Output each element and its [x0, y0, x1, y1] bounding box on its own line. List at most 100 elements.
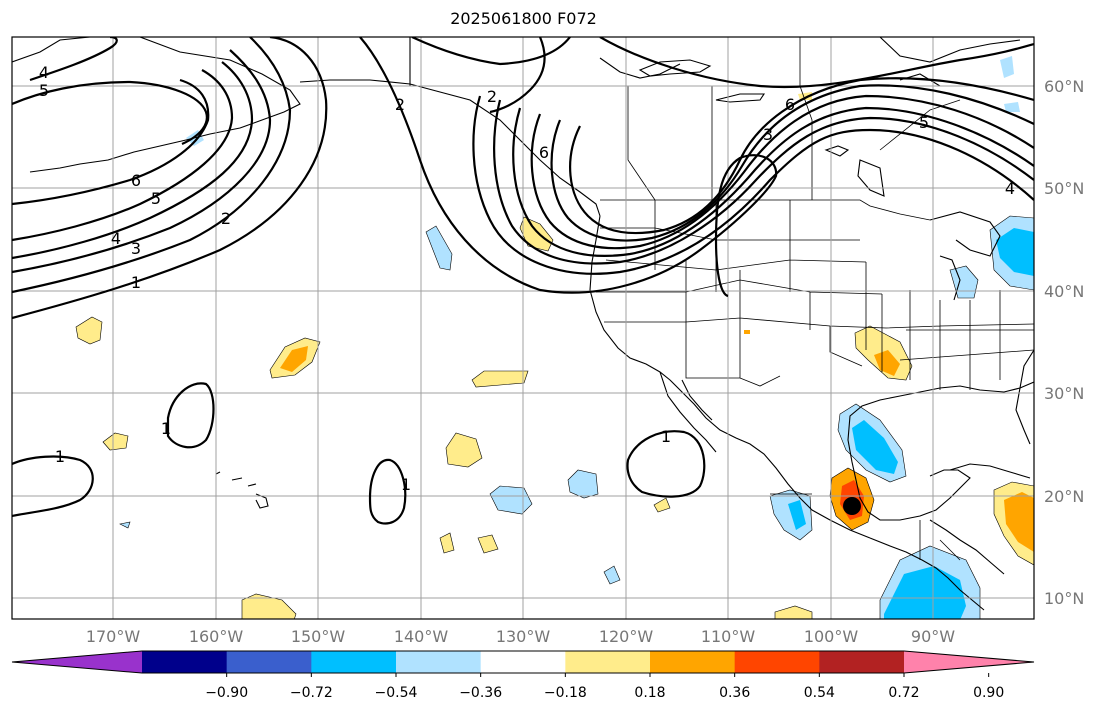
negative-anomaly-patch [119, 521, 131, 529]
contour-label: 6 [131, 171, 141, 190]
colorbar-tick-label: 0.36 [719, 685, 750, 701]
lon-label: 90°W [911, 627, 955, 646]
lon-label: 150°W [291, 627, 346, 646]
lat-label: 10°N [1044, 589, 1084, 608]
contour-line [12, 61, 254, 260]
contour-line [12, 455, 94, 518]
negative-anomaly-patch [852, 420, 898, 474]
colorbar-swatch [734, 651, 820, 673]
contour-line [489, 37, 546, 114]
contour-label: 5 [151, 189, 161, 208]
contour-label: 4 [111, 229, 121, 248]
colorbar-swatch [142, 651, 228, 673]
contour-label: 5 [919, 113, 929, 132]
contour-line [493, 99, 1034, 265]
negative-anomaly-patch [769, 489, 813, 541]
lon-label: 160°W [189, 627, 244, 646]
contour-label: 1 [161, 419, 171, 438]
contour-line [12, 37, 328, 320]
coastline-baja [659, 371, 717, 453]
colorbar-outline [11, 650, 1035, 674]
colorbar-tick-label: −0.18 [544, 685, 587, 701]
contour-label: 2 [221, 209, 231, 228]
positive-anomaly-patch [75, 316, 103, 345]
contour-label: 1 [131, 273, 141, 292]
lat-label: 20°N [1044, 487, 1084, 506]
colorbar-tick-label: −0.90 [205, 685, 248, 701]
coastline-hawaii [215, 471, 269, 509]
colorbar: −0.90 −0.72 −0.54 −0.36 −0.18 0.18 0.36 0.54 0.7… [11, 650, 1035, 701]
coastline-alaska-gulf [299, 79, 601, 217]
colorbar-swatch [226, 651, 312, 673]
contour-line [166, 382, 215, 449]
contour-label: 3 [131, 239, 141, 258]
coastlines [12, 37, 1034, 611]
contour-line [550, 84, 1034, 242]
contour-line [512, 106, 1034, 257]
coastline-hudson [824, 37, 1021, 197]
negative-anomaly-patch [1004, 102, 1020, 112]
colorbar-tick-label: 0.18 [634, 685, 665, 701]
lat-label: 50°N [1044, 179, 1084, 198]
contour-line [599, 37, 1034, 89]
colorbar-swatch [311, 651, 397, 673]
coastline-alaska [12, 37, 301, 173]
contour-line [368, 458, 407, 525]
negative-anomaly-patch [603, 565, 621, 585]
contour-label: 1 [401, 475, 411, 494]
contour-line [12, 49, 272, 274]
mexico-state-borders [770, 493, 961, 561]
lon-label: 130°W [496, 627, 551, 646]
lon-label: 120°W [599, 627, 654, 646]
colorbar-tick-label: −0.36 [459, 685, 502, 701]
negative-anomaly-patch [949, 265, 979, 299]
lon-label: 140°W [394, 627, 449, 646]
positive-anomaly-patch [653, 497, 671, 513]
lon-label: 110°W [701, 627, 756, 646]
positive-anomaly-patch [280, 346, 308, 372]
positive-anomaly-patch [744, 330, 750, 334]
coastline-central-america [869, 519, 1005, 611]
us-canada-border [600, 199, 931, 221]
contour-label: 4 [1005, 179, 1015, 198]
positive-anomaly-patch [774, 605, 813, 619]
lon-label: 170°W [86, 627, 141, 646]
canada-province-borders [627, 37, 961, 201]
coastline-great-lakes [929, 211, 1001, 301]
negative-anomaly-patch [489, 485, 533, 515]
contour-line [569, 77, 1034, 235]
positive-anomaly-patch [519, 216, 554, 252]
negative-anomaly-patch [884, 566, 966, 619]
positive-anomaly-patch [874, 350, 900, 376]
contour-label: 5 [39, 81, 49, 100]
contour-labels: 5 4 6 5 4 3 2 1 2 2 6 6 3 5 4 1 1 1 1 [39, 63, 1015, 494]
coastline-cuba [949, 463, 1031, 479]
lat-label: 60°N [1044, 77, 1084, 96]
positive-anomaly-patch [241, 593, 297, 619]
contour-line [359, 37, 778, 298]
contour-line [626, 430, 706, 498]
coastline-us-west [589, 215, 871, 539]
contour-label: 3 [763, 125, 773, 144]
positive-anomaly-patch [477, 534, 499, 554]
contour-line [29, 37, 118, 82]
coastline-southeast-us [1015, 349, 1034, 445]
contour-label: 2 [395, 95, 405, 114]
colorbar-extend-low [12, 651, 142, 673]
negative-anomaly-patch [1000, 56, 1014, 78]
contour-label: 2 [487, 87, 497, 106]
positive-anomaly-patch [439, 532, 455, 554]
contour-line [472, 95, 1034, 275]
contour-label: 1 [661, 427, 671, 446]
colorbar-tick-label: 0.72 [888, 685, 919, 701]
negative-anomaly-patch [425, 225, 453, 271]
positive-anomaly-patch [471, 370, 529, 388]
lon-label: 100°W [804, 627, 859, 646]
contour-label: 6 [785, 95, 795, 114]
contour-line [12, 80, 208, 146]
coastline-gulf [847, 381, 1034, 521]
contour-label: 1 [55, 447, 65, 466]
storm-center-marker [843, 497, 861, 515]
longitude-labels: 170°W 160°W 150°W 140°W 130°W 120°W 110°… [86, 627, 955, 646]
